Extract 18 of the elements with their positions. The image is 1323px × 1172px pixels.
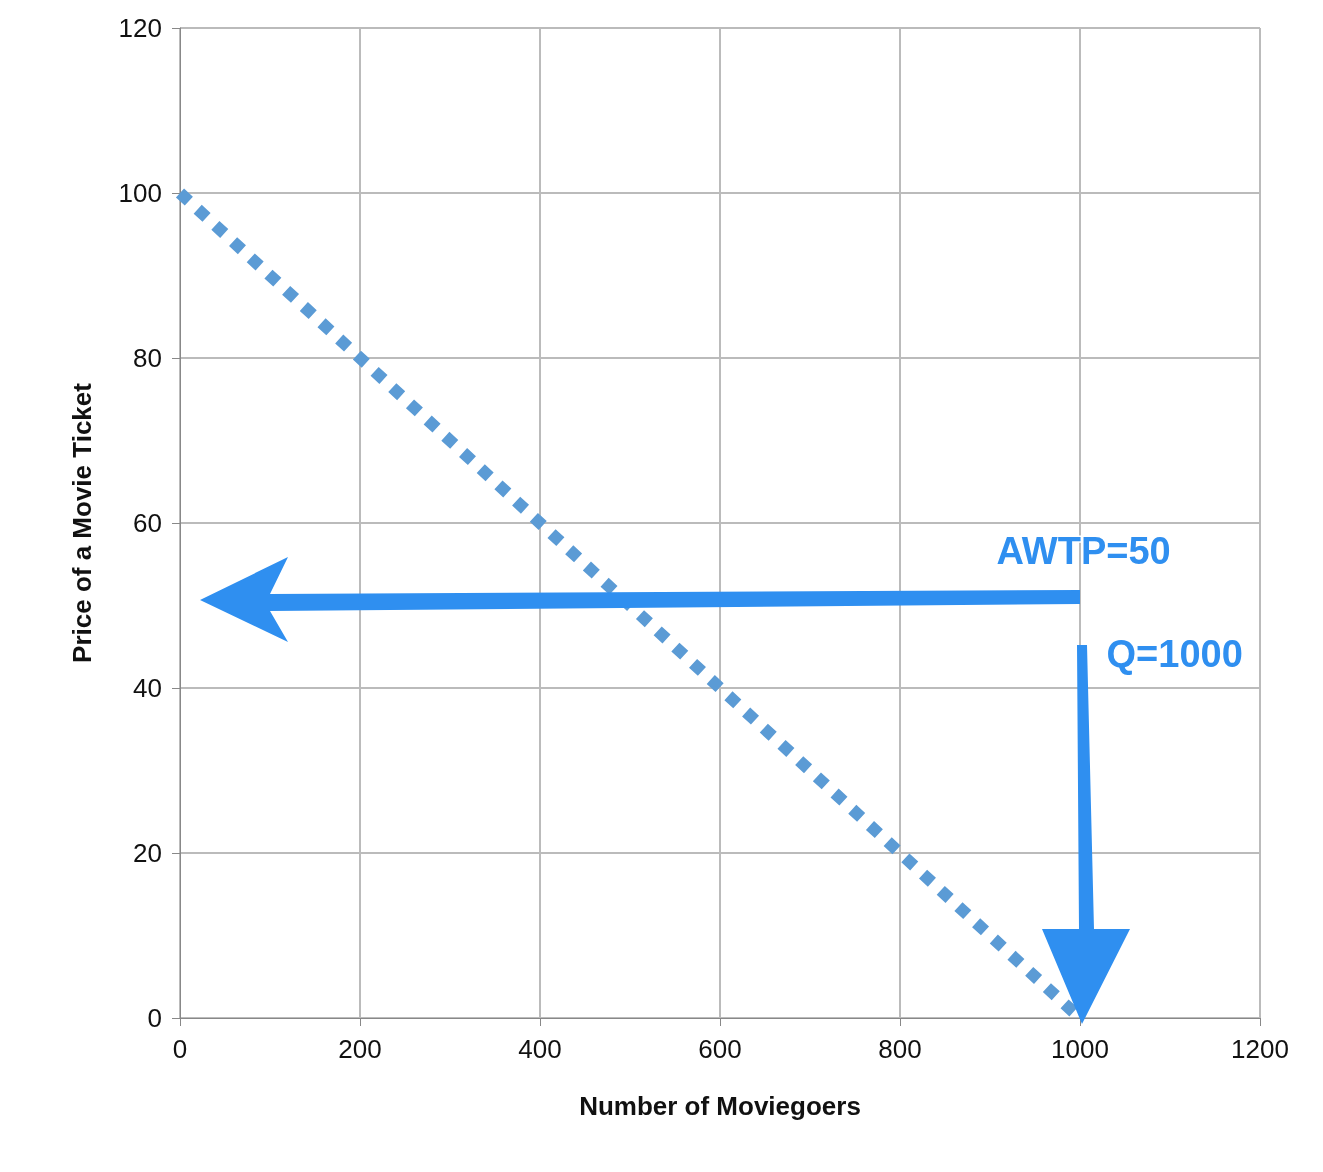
x-tick-label: 600 bbox=[698, 1034, 742, 1064]
x-tick-label: 1200 bbox=[1231, 1034, 1289, 1064]
annotation: Q=1000 bbox=[1106, 632, 1243, 675]
y-tick-label: 120 bbox=[118, 13, 162, 43]
y-tick-label: 60 bbox=[133, 508, 162, 538]
x-tick-label: 200 bbox=[338, 1034, 382, 1064]
y-axis-title: Price of a Movie Ticket bbox=[67, 382, 97, 663]
x-tick-label: 400 bbox=[518, 1034, 562, 1064]
x-tick-label: 0 bbox=[172, 1034, 188, 1064]
y-tick-label: 100 bbox=[118, 178, 162, 208]
y-tick-label: 0 bbox=[147, 1003, 162, 1033]
y-tick-label: 80 bbox=[133, 343, 162, 373]
x-tick-label: 1000 bbox=[1051, 1034, 1109, 1064]
y-tick-label: 40 bbox=[133, 673, 162, 703]
annotation: AWTP=50 bbox=[996, 529, 1171, 572]
y-tick-label: 20 bbox=[133, 838, 162, 868]
x-tick-label: 800 bbox=[878, 1034, 922, 1064]
x-axis-title: Number of Moviegoers bbox=[579, 1091, 861, 1121]
